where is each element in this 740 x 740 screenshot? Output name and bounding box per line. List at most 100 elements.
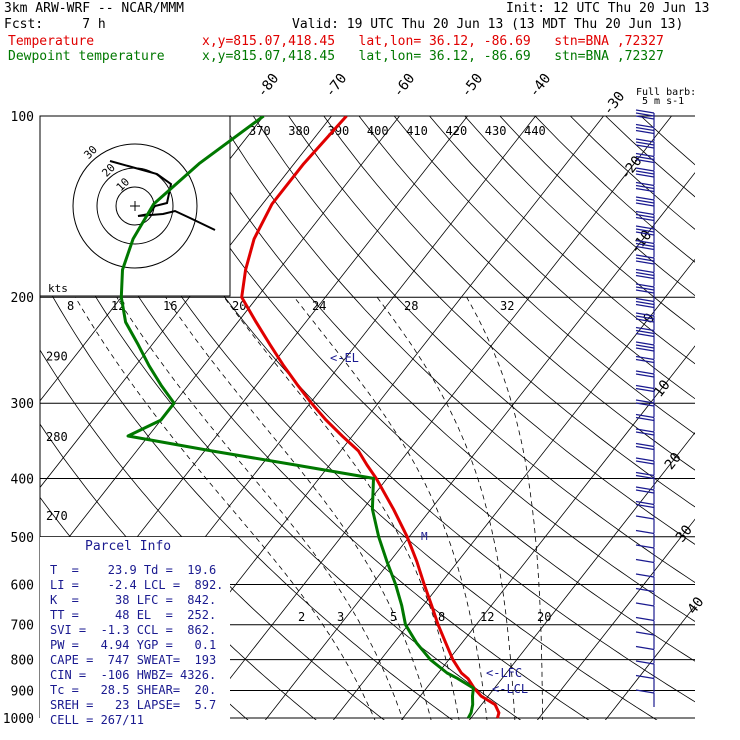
hodograph-kts-label: kts	[48, 282, 68, 295]
wind-barb-flag	[635, 303, 655, 309]
wind-barb-flag	[635, 228, 655, 233]
wind-barb-flag	[635, 689, 655, 694]
parcel-info-title: Parcel Info	[85, 539, 172, 554]
mixing-ratio-label: 2	[298, 610, 305, 624]
parcel-info-panel: Parcel Info T = 23.9 Td = 19.6 LI = -2.4…	[40, 537, 230, 727]
full-barb-units: 5 m s-1	[642, 96, 684, 107]
wind-barb-flag	[635, 674, 655, 680]
wind-barb-flag	[635, 167, 655, 172]
wind-barb-flag	[635, 573, 655, 578]
dry-adiabat-line	[605, 116, 695, 198]
parcel-row: SVI = -1.3 CCL = 862.	[50, 623, 217, 637]
wind-barb-flag	[635, 416, 655, 422]
parcel-row: Tc = 28.5 SHEAR= 20.	[50, 683, 217, 697]
wind-barb-flag	[635, 312, 655, 317]
wind-barb-flag	[635, 474, 655, 480]
moist-adiabat-line	[165, 296, 432, 720]
wind-barb-flag	[635, 445, 655, 451]
theta-label: 390	[328, 124, 350, 138]
temperature-tick-label: -50	[458, 71, 486, 101]
wind-barb-flag	[635, 297, 655, 303]
wind-barb-flag	[635, 245, 655, 251]
isotherm-line	[264, 172, 695, 720]
wind-barb-flag	[635, 138, 655, 143]
wind-barb-flag	[635, 529, 655, 535]
moist-adiabat-label: 20	[232, 299, 246, 313]
wind-barb-flag	[635, 268, 655, 274]
wind-barb-flag	[635, 144, 655, 149]
dry-adiabat-line	[499, 116, 695, 297]
parcel-row: T = 23.9 Td = 19.6	[50, 563, 217, 577]
wind-barb-flag	[635, 471, 655, 477]
dry-adiabat-line	[217, 116, 695, 583]
wind-barb-flag	[635, 387, 655, 393]
wind-barb-flag	[635, 341, 655, 346]
moist-adiabat-line	[466, 297, 543, 720]
valid-time: Valid: 19 UTC Thu 20 Jun 13 (13 MDT Thu …	[292, 17, 684, 32]
theta-label: 400	[367, 124, 389, 138]
wind-barb-flag	[635, 355, 655, 361]
forecast-hour: Fcst: 7 h	[4, 17, 106, 32]
moist-adiabat-line	[116, 296, 404, 720]
pressure-tick-label: 100	[11, 110, 34, 125]
dry-adiabat-line	[40, 273, 454, 720]
wind-barb-flag	[635, 112, 655, 117]
theta-label: 420	[446, 124, 468, 138]
wind-barb-flag	[635, 500, 655, 506]
theta-label: 370	[249, 124, 271, 138]
dry-adiabat-line	[182, 116, 695, 622]
wind-barb-flag	[635, 413, 655, 419]
moist-adiabat-label: 16	[163, 299, 177, 313]
moist-adiabat-line	[376, 296, 516, 720]
wind-barb-flag	[635, 442, 655, 448]
wind-barb-flag	[635, 344, 655, 349]
mixing-ratio-label: 12	[480, 610, 494, 624]
parcel-row: PW = 4.94 YGP = 0.1	[50, 638, 217, 652]
pressure-tick-label: 400	[11, 472, 34, 487]
wind-barb-flag	[635, 225, 655, 230]
wind-barb-flag	[635, 254, 655, 259]
isotherm-line	[536, 518, 695, 720]
lfc-marker: <-LFC	[486, 666, 522, 680]
wind-barb-flag	[635, 260, 655, 265]
pressure-tick-label: 200	[11, 291, 34, 306]
wind-barb-flag	[635, 326, 655, 332]
temperature-tick-label: 40	[685, 594, 708, 617]
parcel-row: CAPE = 747 SWEAT= 193	[50, 653, 217, 667]
wind-barb-flag	[635, 199, 655, 204]
wind-barb-flag	[635, 373, 655, 378]
wind-barb-flag	[635, 318, 655, 323]
moist-adiabat-label: 32	[500, 299, 514, 313]
wind-barb-flag	[635, 370, 655, 375]
temperature-legend-label: Temperature	[8, 34, 95, 49]
moist-adiabat-line	[293, 296, 488, 720]
wind-barb-flag	[635, 173, 655, 178]
parcel-row: CELL = 267/11	[50, 713, 144, 727]
wind-barb-flag	[635, 402, 655, 407]
wind-barb-flag	[635, 558, 655, 564]
theta-label: 430	[485, 124, 507, 138]
temperature-profile-line	[240, 116, 501, 719]
wind-barb-flag	[635, 602, 655, 607]
mixing-ratio-label: 8	[438, 610, 445, 624]
wind-barb-flag	[635, 286, 655, 291]
wind-barb-flag	[635, 329, 655, 335]
dry-adiabat-line	[570, 116, 695, 230]
parcel-row: TT = 48 EL = 252.	[50, 608, 217, 622]
wind-barb-flag	[635, 347, 655, 352]
temperature-tick-label: -60	[390, 71, 418, 101]
temperature-tick-label: -30	[600, 89, 628, 119]
dry-adiabat-line	[147, 116, 695, 662]
temperature-location-text: x,y=815.07,418.45 lat,lon= 36.12, -86.69…	[202, 34, 664, 49]
wind-barb-flag	[635, 384, 655, 390]
wind-barb-flag	[635, 489, 655, 494]
wind-barb-flag	[635, 196, 655, 201]
dewpoint-legend-label: Dewpoint temperature	[8, 49, 165, 64]
wind-barb-flag	[635, 460, 655, 465]
wind-barb-flag	[635, 231, 655, 236]
wind-barb-flag	[635, 428, 655, 433]
lcl-marker: <-LCL	[492, 682, 528, 696]
parcel-row: SREH = 23 LAPSE= 5.7	[50, 698, 217, 712]
moist-adiabat-line	[223, 296, 460, 720]
